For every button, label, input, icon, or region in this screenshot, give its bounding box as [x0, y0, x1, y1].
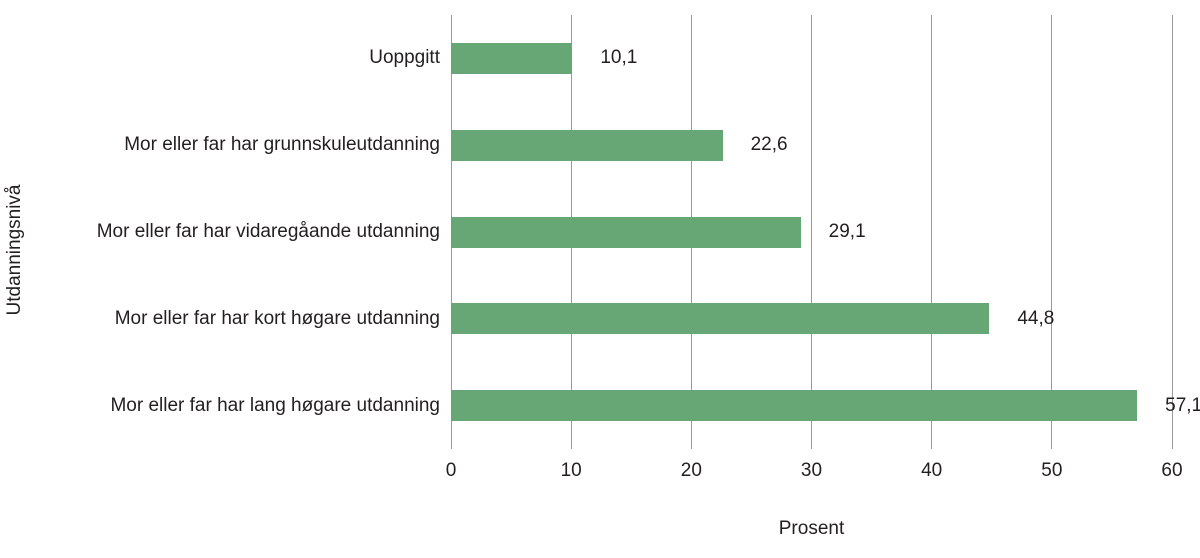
x-tick-label: 20 — [680, 460, 702, 481]
bar — [451, 303, 990, 335]
value-label: 10,1 — [600, 47, 638, 69]
value-label: 57,1 — [1165, 394, 1200, 416]
gridline — [1171, 15, 1173, 449]
bar — [451, 216, 801, 248]
bar — [451, 129, 723, 161]
gridline — [811, 15, 812, 449]
x-tick-label: 60 — [1161, 460, 1183, 481]
x-tick-label: 10 — [560, 460, 582, 481]
category-label: Mor eller far har vidaregåande utdanning — [96, 221, 440, 242]
bar — [451, 42, 573, 74]
value-label: 29,1 — [828, 221, 866, 242]
x-tick-label: 50 — [1041, 460, 1063, 481]
value-label: 22,6 — [750, 134, 788, 156]
x-axis-title: Prosent — [778, 518, 845, 539]
category-label: Uoppgitt — [369, 47, 440, 69]
category-label: Mor eller far har grunnskuleutdanning — [124, 134, 440, 156]
bar — [451, 390, 1138, 422]
x-tick-label: 0 — [445, 460, 457, 481]
y-axis-title: Utdanningsnivå — [4, 184, 25, 316]
x-tick-label: 40 — [921, 460, 943, 481]
value-label: 44,8 — [1017, 307, 1055, 329]
category-label: Mor eller far har kort høgare utdanning — [114, 307, 440, 329]
category-label: Mor eller far har lang høgare utdanning — [110, 394, 440, 416]
x-tick-label: 30 — [800, 460, 823, 481]
gridline — [1051, 15, 1053, 449]
gridline — [931, 15, 933, 449]
